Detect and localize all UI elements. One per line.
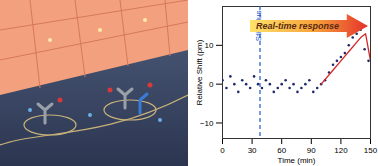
svg-text:60: 60 bbox=[277, 146, 286, 155]
svg-text:Relative Shift (pm): Relative Shift (pm) bbox=[195, 39, 204, 105]
svg-text:−10: −10 bbox=[200, 119, 214, 128]
svg-text:Stimulus: Stimulus bbox=[253, 10, 263, 42]
svg-text:120: 120 bbox=[334, 146, 348, 155]
html-text:Real-time response: Real-time response bbox=[256, 21, 339, 31]
svg-text:10: 10 bbox=[205, 41, 214, 50]
svg-text:0: 0 bbox=[220, 146, 225, 155]
svg-text:Time (min): Time (min) bbox=[278, 156, 316, 165]
svg-text:30: 30 bbox=[248, 146, 257, 155]
svg-text:0: 0 bbox=[209, 80, 214, 89]
svg-text:90: 90 bbox=[307, 146, 316, 155]
svg-text:150: 150 bbox=[364, 146, 378, 155]
